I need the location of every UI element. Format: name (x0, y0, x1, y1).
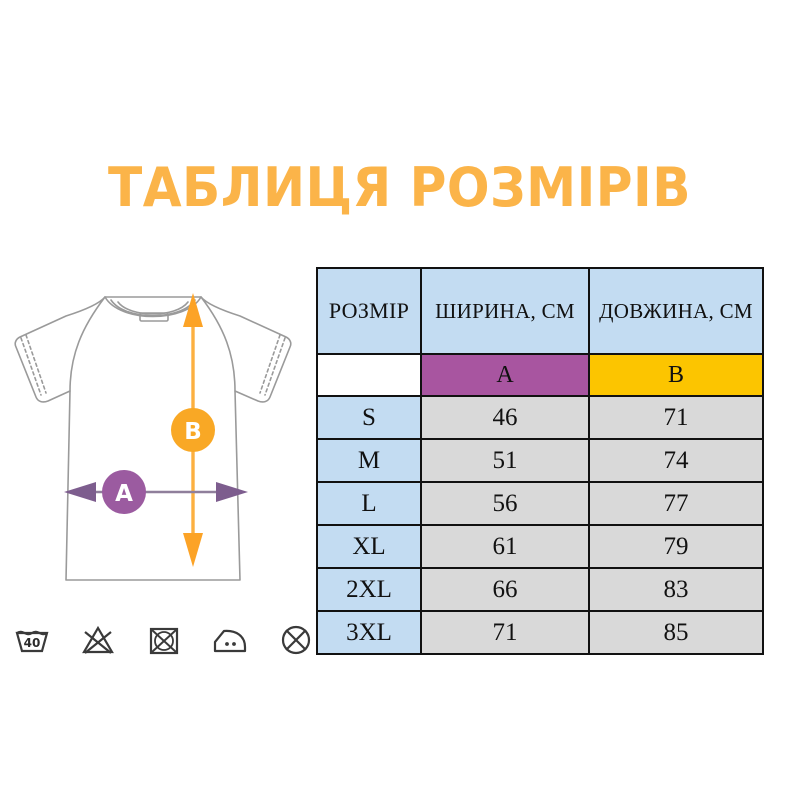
measure-code-blank (316, 353, 422, 397)
cell-size: S (316, 395, 422, 440)
column-header-size: РОЗМІР (316, 267, 422, 355)
table-row: L 56 77 (316, 481, 764, 526)
cell-length: 85 (588, 610, 764, 655)
cell-length: 83 (588, 567, 764, 612)
measure-a-label: A (115, 481, 133, 507)
measure-code-row: A B (316, 353, 764, 397)
measure-code-b: B (588, 353, 764, 397)
cell-length: 79 (588, 524, 764, 569)
do-not-dry-clean-icon (276, 620, 316, 660)
measure-a-badge: A (102, 470, 146, 514)
measure-a-arrow (64, 482, 248, 502)
table-row: 2XL 66 83 (316, 567, 764, 612)
cell-width: 46 (420, 395, 590, 440)
column-header-length: ДОВЖИНА, СМ (588, 267, 764, 355)
cell-length: 74 (588, 438, 764, 483)
table-row: XL 61 79 (316, 524, 764, 569)
cell-width: 61 (420, 524, 590, 569)
cell-size: 3XL (316, 610, 422, 655)
cell-size: M (316, 438, 422, 483)
wash-temp-label: 40 (24, 636, 41, 650)
cell-length: 77 (588, 481, 764, 526)
cell-width: 56 (420, 481, 590, 526)
measure-b-badge: B (171, 408, 215, 452)
wash-40-icon: 40 (12, 620, 52, 660)
size-table: РОЗМІР ШИРИНА, СМ ДОВЖИНА, СМ A B S 46 7… (316, 267, 764, 655)
cell-size: L (316, 481, 422, 526)
table-row: S 46 71 (316, 395, 764, 440)
care-symbols-row: 40 (12, 612, 311, 668)
cell-width: 66 (420, 567, 590, 612)
tshirt-diagram: B A (8, 275, 298, 605)
table-row: 3XL 71 85 (316, 610, 764, 655)
cell-width: 51 (420, 438, 590, 483)
cell-length: 71 (588, 395, 764, 440)
cell-size: XL (316, 524, 422, 569)
column-header-width: ШИРИНА, СМ (420, 267, 590, 355)
do-not-tumble-dry-icon (144, 620, 184, 660)
measure-b-label: B (184, 419, 202, 445)
cell-width: 71 (420, 610, 590, 655)
cell-size: 2XL (316, 567, 422, 612)
table-header-row: РОЗМІР ШИРИНА, СМ ДОВЖИНА, СМ (316, 267, 764, 355)
iron-two-dots-icon (210, 620, 250, 660)
measure-code-a: A (420, 353, 590, 397)
do-not-bleach-icon (78, 620, 118, 660)
table-row: M 51 74 (316, 438, 764, 483)
page-title: ТАБЛИЦЯ РОЗМІРІВ (108, 156, 691, 219)
